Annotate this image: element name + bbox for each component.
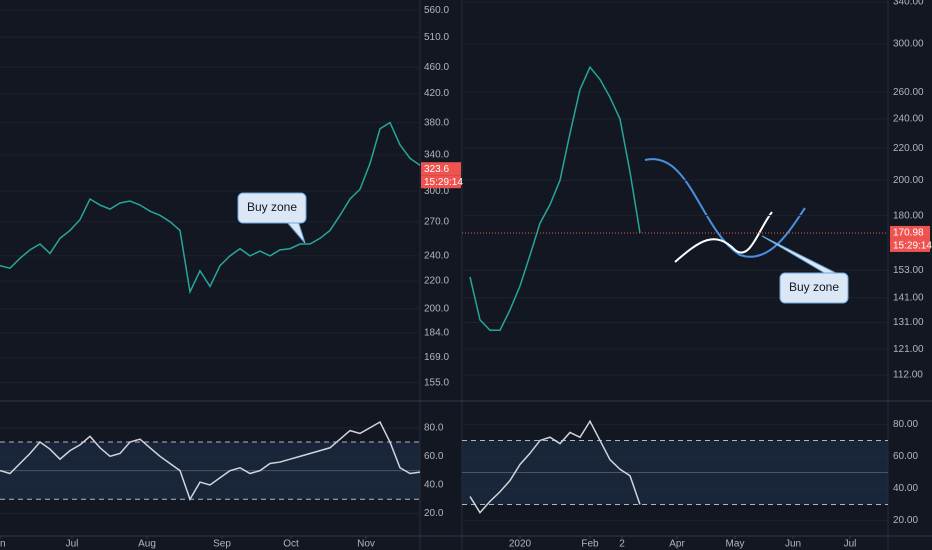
x-tick-label: Oct	[283, 539, 299, 550]
y-tick-label: 340.00	[893, 0, 924, 8]
y-tick-label: 80.00	[893, 419, 918, 430]
series-line	[0, 420, 421, 502]
x-tick-label: 2020	[509, 539, 532, 550]
y-tick-label: 420.0	[424, 88, 449, 99]
y-tick-label: 40.0	[424, 480, 444, 491]
x-tick-label: Nov	[357, 539, 375, 550]
y-tick-label: 240.0	[424, 251, 449, 262]
x-tick-label: un	[0, 539, 6, 550]
projection-curve	[674, 211, 773, 263]
countdown-tag	[890, 238, 930, 252]
y-tick-label: 220.0	[424, 276, 449, 287]
x-tick-label: May	[726, 539, 745, 550]
y-tick-label: 180.00	[893, 210, 924, 221]
y-tick-label: 153.00	[893, 265, 924, 276]
x-tick-label: Jun	[785, 539, 801, 550]
x-tick-label: Jul	[844, 539, 857, 550]
y-tick-label: 80.0	[424, 422, 444, 433]
y-tick-label: 380.0	[424, 117, 449, 128]
series-line	[469, 65, 641, 331]
y-tick-label: 300.00	[893, 39, 924, 50]
y-tick-label: 121.00	[893, 344, 924, 355]
x-tick-label: Jul	[66, 539, 79, 550]
x-tick-label: Aug	[138, 539, 156, 550]
y-tick-label: 270.0	[424, 216, 449, 227]
price-tag-label: 170.98	[893, 228, 924, 239]
y-tick-label: 260.00	[893, 87, 924, 98]
countdown-label: 15:29:14	[893, 241, 932, 252]
callout-box	[779, 272, 849, 304]
callout-box	[237, 192, 307, 224]
y-tick-label: 112.00	[893, 370, 923, 381]
x-tick-label: Apr	[669, 539, 685, 550]
callout-text: Buy zone	[789, 280, 839, 294]
y-tick-label: 560.0	[424, 5, 449, 16]
y-tick-label: 200.0	[424, 303, 449, 314]
y-tick-label: 510.0	[424, 32, 449, 43]
y-tick-label: 240.00	[893, 114, 924, 125]
y-tick-label: 220.00	[893, 143, 924, 154]
price-tag-label: 323.6	[424, 164, 449, 175]
y-tick-label: 40.00	[893, 483, 918, 494]
projection-curve	[644, 158, 806, 258]
callout-text: Buy zone	[247, 200, 297, 214]
y-tick-label: 340.0	[424, 150, 449, 161]
x-tick-label: Feb	[581, 539, 599, 550]
callout-pointer	[285, 220, 306, 244]
series-line	[0, 121, 421, 295]
y-tick-label: 184.0	[424, 328, 449, 339]
y-tick-label: 60.00	[893, 451, 918, 462]
y-tick-label: 20.00	[893, 515, 918, 526]
y-tick-label: 20.0	[424, 508, 444, 519]
y-tick-label: 131.00	[893, 317, 924, 328]
countdown-tag	[421, 175, 461, 189]
price-tag	[890, 225, 930, 239]
y-tick-label: 141.00	[893, 292, 924, 303]
y-tick-label: 169.0	[424, 352, 449, 363]
x-tick-label: Sep	[213, 539, 231, 550]
series-line	[469, 419, 641, 514]
callout-pointer	[761, 235, 841, 276]
y-tick-label: 155.0	[424, 377, 449, 388]
y-tick-label: 300.0	[424, 186, 449, 197]
y-tick-label: 200.00	[893, 175, 924, 186]
y-tick-label: 60.0	[424, 451, 444, 462]
price-tag	[421, 162, 461, 176]
countdown-label: 15:29:14	[424, 177, 463, 188]
x-tick-label: 2	[619, 539, 625, 550]
y-tick-label: 460.0	[424, 62, 449, 73]
